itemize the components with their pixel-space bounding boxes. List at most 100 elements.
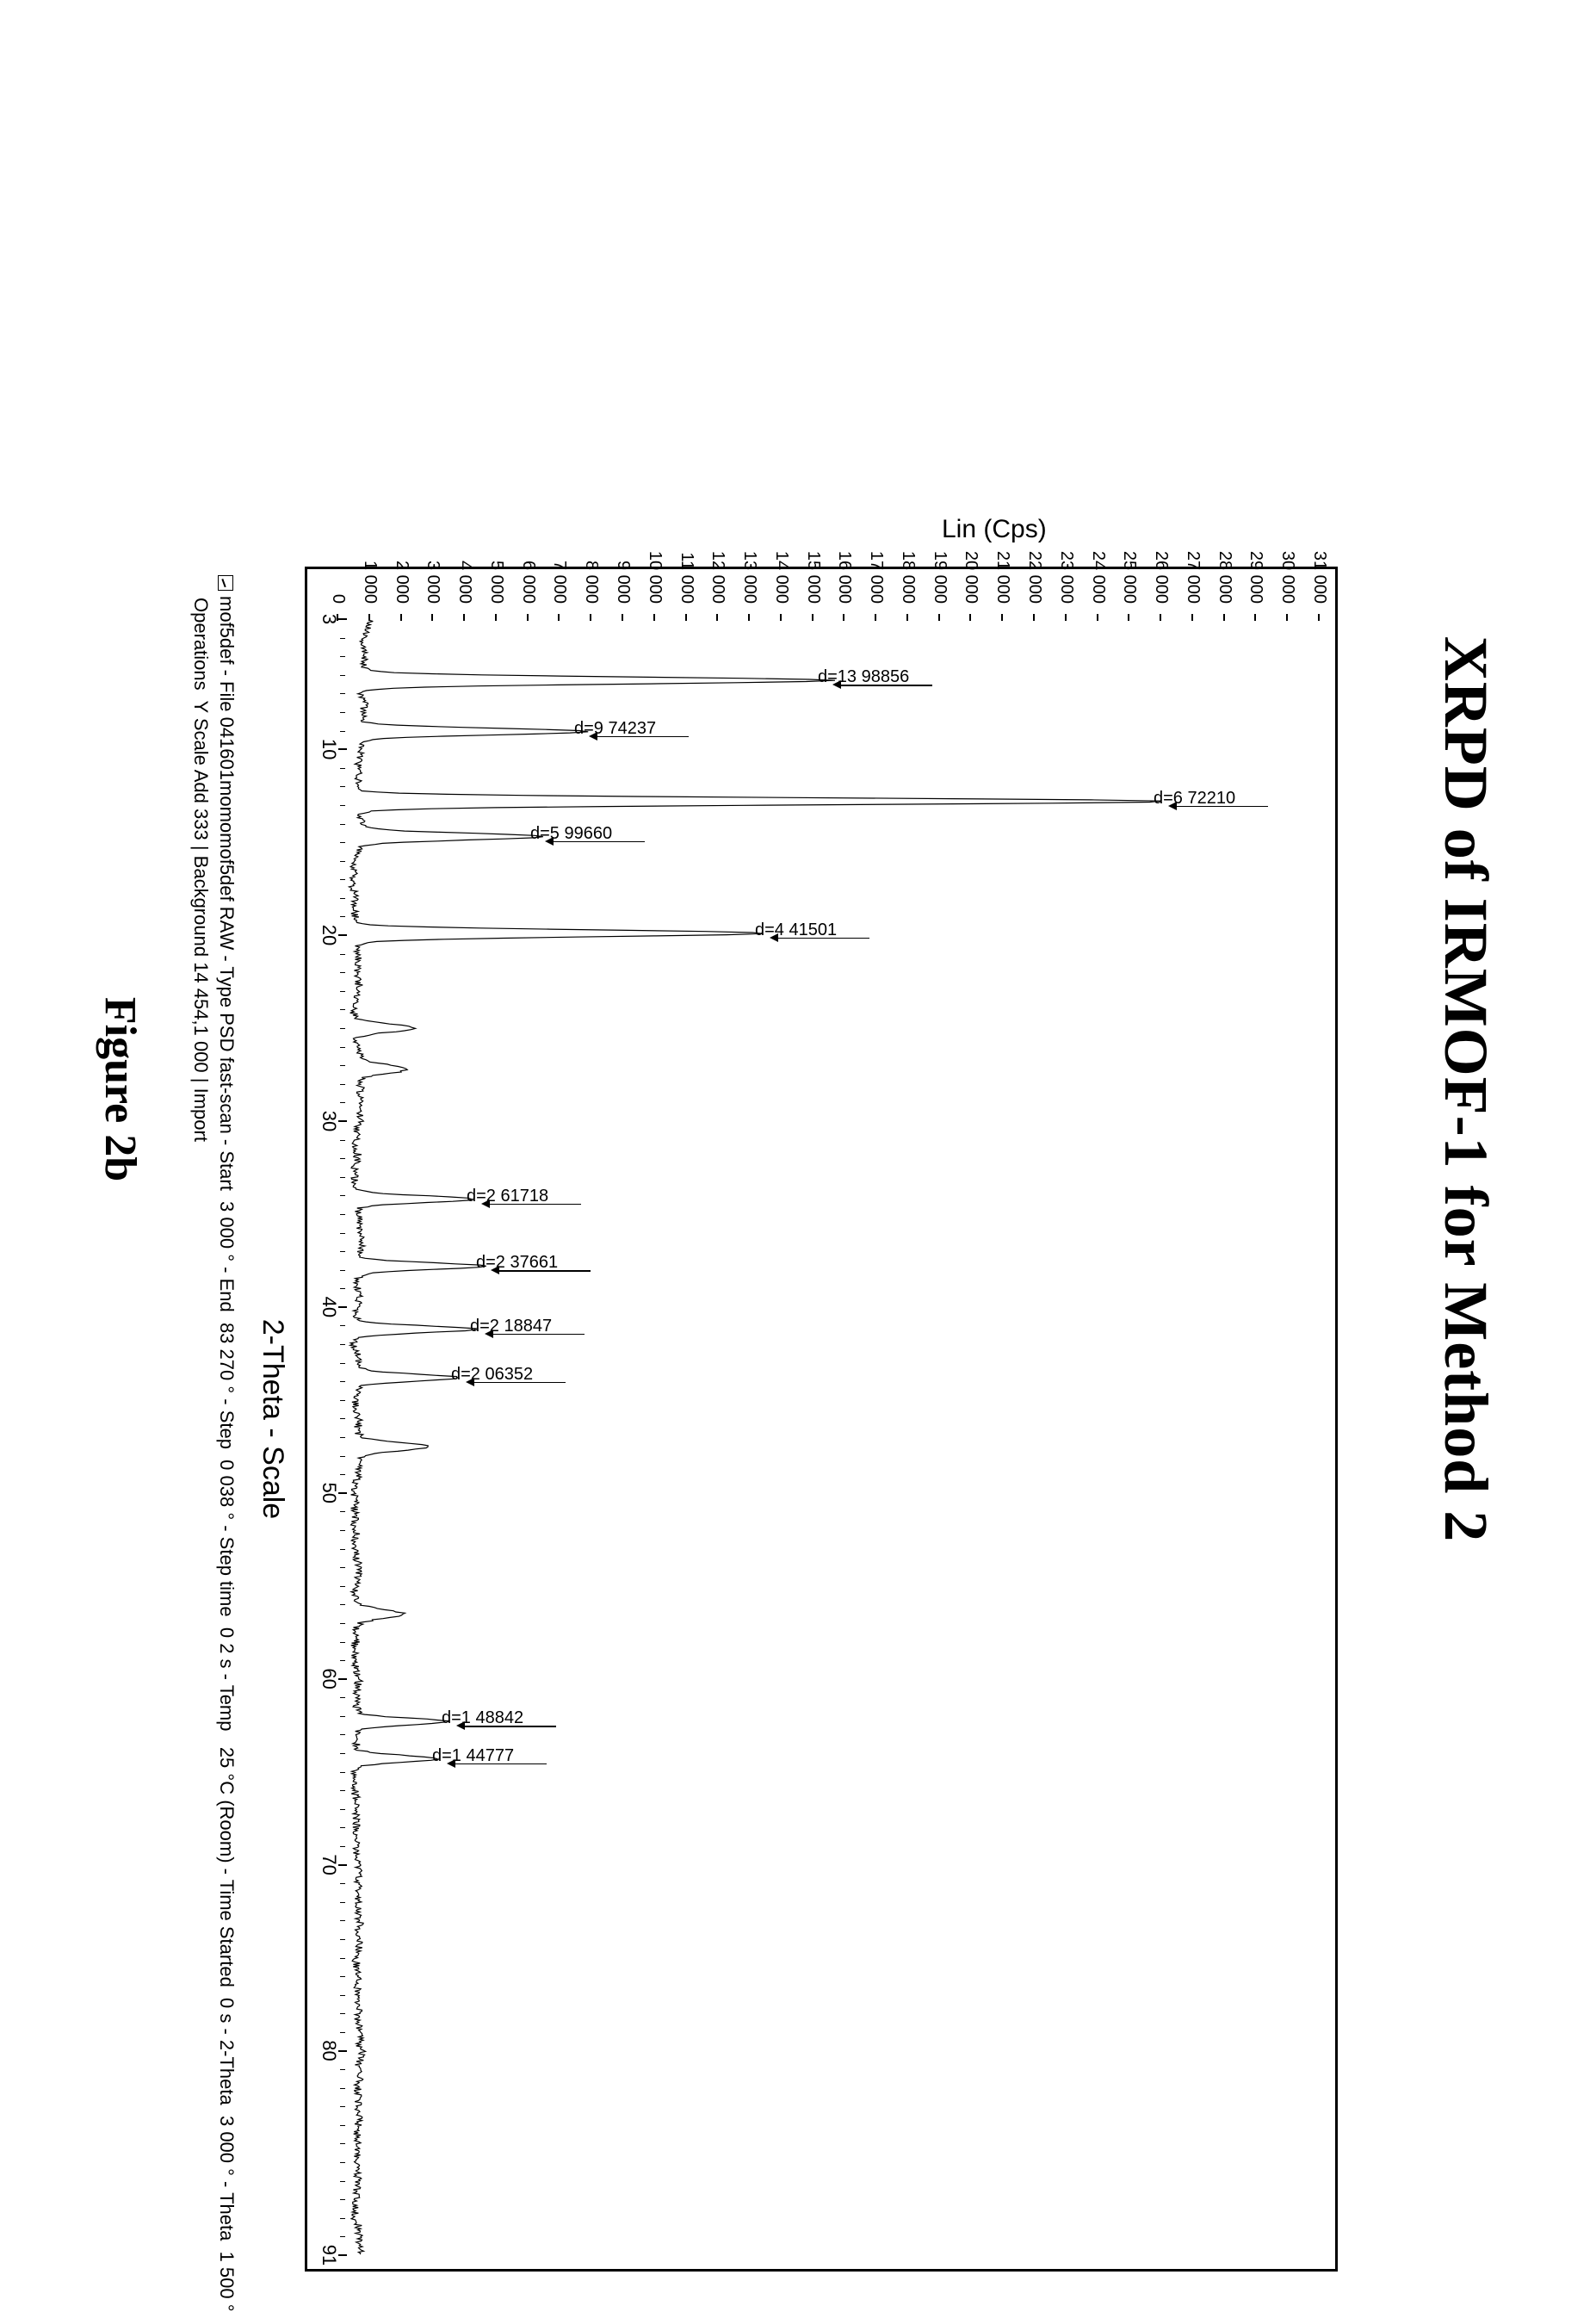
peak-arrowhead-icon — [481, 1199, 490, 1208]
peak-arrowhead-icon — [491, 1266, 499, 1274]
y-tick-mark — [653, 614, 655, 621]
x-axis-label: 2-Theta - Scale — [256, 569, 289, 2269]
scan-caption: mof5def - File 041601momomof5def RAW - T… — [189, 575, 239, 2312]
peak-arrow — [775, 938, 869, 939]
y-tick-mark — [463, 614, 465, 621]
caption-line-2: Operations Y Scale Add 333 | Background … — [190, 598, 212, 1142]
peak-arrowhead-icon — [545, 837, 554, 846]
peak-arrowhead-icon — [447, 1759, 455, 1768]
figure-label: Figure 2b — [95, 291, 145, 1887]
chart-frame: 01 0002 0003 0004 0005 0006 0007 0008 00… — [305, 567, 1338, 2272]
y-tick-mark — [1254, 614, 1256, 621]
peak-arrowhead-icon — [456, 1721, 465, 1730]
y-tick-label: 1 000 — [360, 535, 380, 604]
y-tick-mark — [368, 614, 370, 621]
y-tick-mark — [969, 614, 971, 621]
y-tick-label: 31 000 — [1309, 535, 1329, 604]
y-tick-mark — [495, 614, 497, 621]
y-tick-mark — [622, 614, 623, 621]
y-tick-mark — [938, 614, 940, 621]
y-tick-mark — [716, 614, 718, 621]
peak-arrowhead-icon — [1168, 802, 1177, 810]
y-tick-mark — [1128, 614, 1129, 621]
peak-arrowhead-icon — [466, 1378, 474, 1386]
y-tick-label: 4 000 — [455, 535, 474, 604]
peak-arrow — [594, 736, 689, 738]
y-tick-mark — [812, 614, 813, 621]
y-tick-mark — [558, 614, 560, 621]
x-tick-label: 10 — [318, 739, 340, 759]
y-tick-label: 24 000 — [1088, 535, 1108, 604]
y-tick-label: 13 000 — [739, 535, 759, 604]
y-tick-label: 6 000 — [518, 535, 538, 604]
peak-arrowhead-icon — [485, 1330, 493, 1338]
peak-arrowhead-icon — [832, 680, 841, 689]
y-tick-mark — [431, 614, 433, 621]
peak-arrow — [496, 1270, 591, 1272]
y-tick-label: 26 000 — [1151, 535, 1171, 604]
y-tick-label: 28 000 — [1215, 535, 1234, 604]
y-tick-label: 0 — [328, 535, 348, 604]
y-tick-label: 21 000 — [993, 535, 1012, 604]
y-tick-mark — [1191, 614, 1193, 621]
peak-arrow — [452, 1763, 547, 1765]
x-tick-label: 30 — [318, 1111, 340, 1131]
y-tick-mark — [1318, 614, 1320, 621]
x-tick-label: 20 — [318, 925, 340, 945]
y-tick-mark — [780, 614, 782, 621]
peak-arrowhead-icon — [589, 732, 597, 741]
y-tick-label: 14 000 — [771, 535, 791, 604]
peak-arrow — [1173, 806, 1268, 808]
xrpd-trace — [338, 619, 1320, 2255]
y-tick-label: 27 000 — [1183, 535, 1203, 604]
peak-arrow — [471, 1382, 566, 1384]
y-tick-label: 9 000 — [613, 535, 633, 604]
y-tick-mark — [1033, 614, 1035, 621]
y-tick-mark — [906, 614, 908, 621]
x-tick-label: 70 — [318, 1854, 340, 1875]
peak-arrowhead-icon — [770, 933, 778, 942]
y-tick-label: 7 000 — [549, 535, 569, 604]
y-tick-label: 12 000 — [708, 535, 727, 604]
y-tick-label: 25 000 — [1119, 535, 1139, 604]
y-tick-label: 19 000 — [930, 535, 950, 604]
peak-arrow — [550, 841, 645, 843]
y-tick-mark — [1001, 614, 1003, 621]
y-tick-mark — [400, 614, 402, 621]
y-tick-label: 23 000 — [1056, 535, 1076, 604]
y-tick-label: 20 000 — [961, 535, 980, 604]
x-tick-label: 50 — [318, 1483, 340, 1503]
y-tick-mark — [1097, 614, 1098, 621]
y-tick-mark — [527, 614, 529, 621]
y-tick-label: 10 000 — [645, 535, 665, 604]
y-tick-mark — [875, 614, 876, 621]
peak-arrow — [838, 685, 932, 686]
peak-arrow — [461, 1726, 556, 1727]
x-tick-label: 80 — [318, 2040, 340, 2061]
y-tick-mark — [843, 614, 844, 621]
y-tick-mark — [1286, 614, 1288, 621]
y-tick-mark — [685, 614, 687, 621]
y-tick-label: 15 000 — [803, 535, 823, 604]
y-tick-label: 16 000 — [834, 535, 854, 604]
y-tick-label: 17 000 — [866, 535, 886, 604]
legend-marker-icon — [218, 575, 233, 591]
y-tick-label: 2 000 — [392, 535, 411, 604]
x-tick-label: 91 — [318, 2245, 340, 2266]
y-tick-label: 3 000 — [423, 535, 442, 604]
x-tick-label: 40 — [318, 1297, 340, 1317]
y-tick-mark — [748, 614, 750, 621]
y-tick-mark — [1160, 614, 1161, 621]
x-tick-label: 60 — [318, 1668, 340, 1689]
y-tick-mark — [1223, 614, 1225, 621]
plot-area — [338, 619, 1320, 2255]
y-tick-label: 22 000 — [1024, 535, 1044, 604]
y-tick-label: 5 000 — [486, 535, 506, 604]
peak-arrow — [486, 1204, 581, 1206]
chart-title: XRPD of IRMOF-1 for Method 2 — [1430, 291, 1501, 1887]
y-tick-mark — [1065, 614, 1067, 621]
y-tick-label: 8 000 — [581, 535, 601, 604]
y-tick-label: 29 000 — [1246, 535, 1265, 604]
y-tick-mark — [590, 614, 591, 621]
y-tick-label: 11 000 — [677, 535, 696, 604]
